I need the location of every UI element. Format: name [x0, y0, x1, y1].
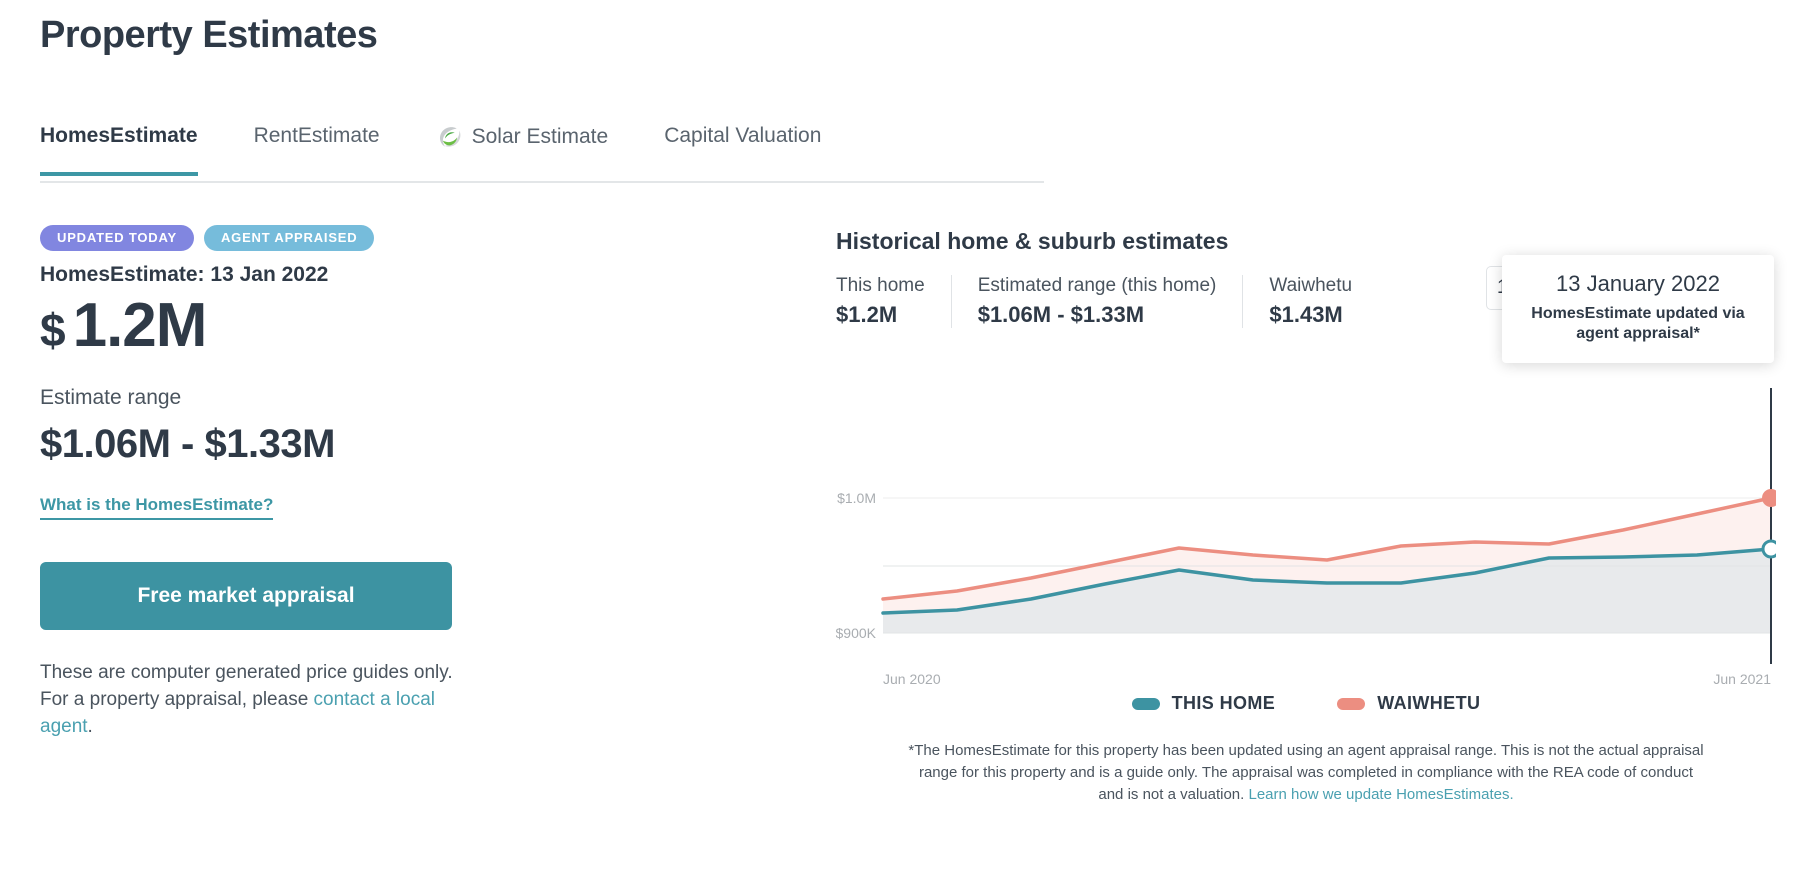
chart-footnote: *The HomesEstimate for this property has…	[906, 740, 1706, 805]
page-title: Property Estimates	[40, 14, 378, 56]
tab-label: HomesEstimate	[40, 124, 198, 147]
estimate-value: $ 1.2M	[40, 291, 540, 360]
stat-value: $1.06M - $1.33M	[977, 302, 1145, 327]
estimate-band-area	[883, 549, 1771, 633]
currency-symbol: $	[40, 304, 66, 356]
learn-how-we-update-link[interactable]: Learn how we update HomesEstimates.	[1248, 785, 1514, 803]
tab-rentestimate[interactable]: RentEstimate	[254, 120, 380, 174]
series-line-this-home	[881, 547, 1773, 615]
tab-homesestimate[interactable]: HomesEstimate	[40, 120, 198, 176]
stat-label: Estimated range (this home)	[977, 275, 1217, 296]
chart-title: Historical home & suburb estimates	[836, 228, 1229, 254]
status-badge-updated-today: UPDATED TODAY	[40, 225, 194, 251]
status-badge-agent-appraised: AGENT APPRAISED	[203, 225, 375, 251]
chart-stats-row: This home $1.2M Estimated range (this ho…	[836, 275, 1776, 328]
solar-swoosh-icon	[436, 124, 462, 150]
disclaimer-end: .	[87, 716, 93, 738]
x-tick-label-end: Jun 2021	[1713, 671, 1771, 687]
free-market-appraisal-button[interactable]: Free market appraisal	[40, 562, 452, 631]
estimate-amount: 1.2M	[72, 291, 208, 360]
estimate-summary-panel: UPDATED TODAY AGENT APPRAISED HomesEstim…	[40, 225, 540, 741]
legend-label: THIS HOME	[1171, 693, 1276, 713]
stat-this-home: This home $1.2M	[836, 275, 951, 328]
stat-label: This home	[836, 275, 925, 296]
tooltip-note: HomesEstimate updated via agent appraisa…	[1531, 305, 1745, 343]
y-tick-label-1m: $1.0M	[837, 490, 876, 506]
historical-estimates-chart[interactable]: $1.0M $900K Jun 2020 Jun 2021 THIS H	[836, 388, 1776, 718]
y-tick-label-900k: $900K	[836, 625, 877, 641]
historical-estimates-panel: Historical home & suburb estimates This …	[836, 228, 1776, 805]
suburb-band-area	[883, 498, 1771, 613]
status-badges: UPDATED TODAY AGENT APPRAISED	[40, 225, 540, 251]
tooltip-date: 13 January 2022	[1556, 271, 1720, 296]
stat-label: Waiwhetu	[1269, 275, 1353, 296]
x-tick-label-start: Jun 2020	[883, 671, 941, 687]
what-is-homesestimate-link[interactable]: What is the HomesEstimate?	[40, 495, 274, 521]
estimate-date-label: HomesEstimate: 13 Jan 2022	[40, 263, 329, 286]
legend-item-this-home[interactable]: THIS HOME	[1131, 693, 1276, 714]
estimate-tabs: HomesEstimate RentEstimate Solar Estimat…	[40, 120, 1044, 183]
legend-swatch-icon	[1337, 697, 1366, 710]
stat-value: $1.43M	[1269, 302, 1343, 327]
disclaimer-text: These are computer generated price guide…	[40, 662, 453, 711]
chart-svg: $1.0M $900K Jun 2020 Jun 2021	[836, 388, 1776, 687]
tab-solar-estimate[interactable]: Solar Estimate	[436, 120, 609, 176]
legend-label: WAIWHETU	[1377, 693, 1481, 713]
tab-capital-valuation[interactable]: Capital Valuation	[664, 120, 821, 174]
tab-label: RentEstimate	[253, 124, 380, 147]
stat-waiwhetu: Waiwhetu $1.43M	[1242, 275, 1378, 328]
marker-this-home-point	[1761, 539, 1776, 559]
chart-legend: THIS HOME WAIWHETU	[836, 693, 1776, 714]
legend-swatch-icon	[1131, 697, 1160, 710]
estimate-range-label: Estimate range	[40, 386, 182, 410]
stat-estimated-range: Estimated range (this home) $1.06M - $1.…	[950, 275, 1243, 328]
tab-label: Solar Estimate	[471, 125, 609, 148]
estimate-range-value: $1.06M - $1.33M	[40, 422, 335, 467]
stat-value: $1.2M	[836, 302, 898, 327]
footnote-text: *The HomesEstimate for this property has…	[908, 742, 1704, 803]
series-line-waiwhetu	[881, 496, 1773, 601]
legend-item-waiwhetu[interactable]: WAIWHETU	[1337, 693, 1480, 714]
marker-waiwhetu-point	[1762, 489, 1776, 507]
left-disclaimer: These are computer generated price guide…	[40, 660, 485, 741]
contact-local-agent-link[interactable]: contact a local agent	[40, 689, 436, 738]
chart-tooltip: 13 January 2022 HomesEstimate updated vi…	[1502, 255, 1774, 363]
tab-label: Capital Valuation	[664, 124, 822, 147]
